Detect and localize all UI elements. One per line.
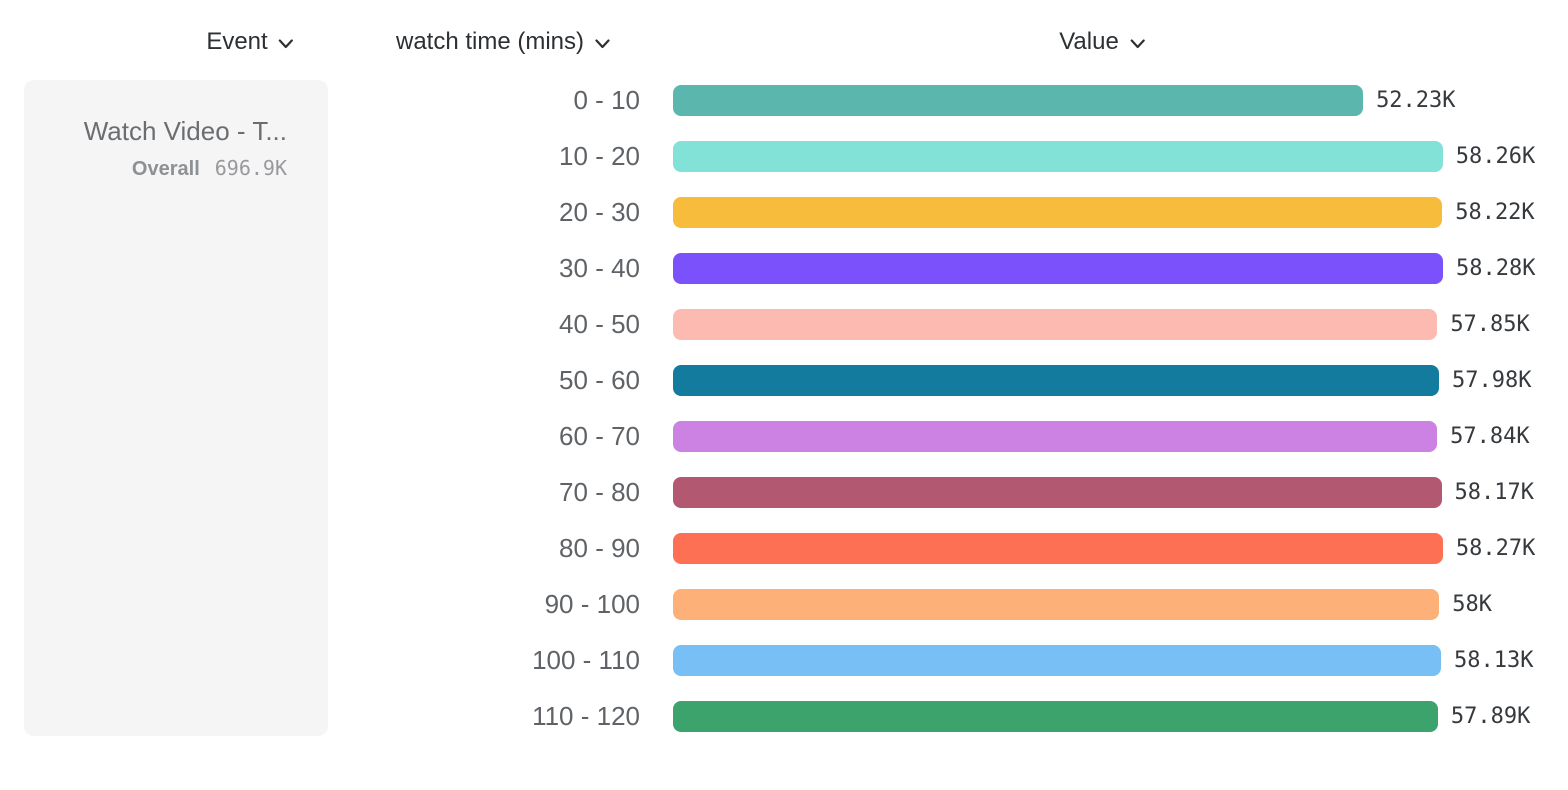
breakdown-column-label: watch time (mins) — [395, 28, 585, 55]
event-name: Watch Video - T... — [83, 116, 287, 146]
value-bar[interactable] — [673, 140, 1443, 172]
bucket-label: 80 - 90 — [559, 532, 640, 563]
bar-area: 58.26K — [673, 140, 1535, 172]
bar-row: 80 - 90 58.27K — [0, 520, 1568, 576]
chevron-down-icon — [595, 36, 610, 49]
value-label: 57.84K — [1450, 423, 1530, 449]
bucket-label: 30 - 40 — [559, 252, 640, 283]
bar-rows: 0 - 10 52.23K 10 - 20 58.26K 20 - 30 58.… — [0, 72, 1568, 744]
value-bar[interactable] — [673, 196, 1443, 228]
value-bar[interactable] — [673, 700, 1438, 732]
value-label: 58.22K — [1455, 199, 1535, 225]
value-label: 58K — [1452, 591, 1493, 617]
bucket-label: 0 - 10 — [573, 84, 641, 115]
value-column-header[interactable]: Value — [1059, 28, 1145, 56]
chevron-down-icon — [1130, 36, 1145, 49]
bucket-label: 20 - 30 — [559, 196, 640, 227]
bar-area: 58.28K — [673, 252, 1535, 284]
value-label: 58.27K — [1455, 535, 1536, 561]
bar-row: 100 - 110 58.13K — [0, 632, 1568, 688]
event-column-header[interactable]: Event — [206, 28, 294, 56]
value-column-label: Value — [1059, 28, 1119, 55]
overall-value: 696.9K — [214, 156, 287, 180]
value-label: 57.98K — [1452, 367, 1532, 393]
value-bar[interactable] — [673, 644, 1442, 676]
bucket-label: 50 - 60 — [559, 364, 640, 395]
value-label: 58.13K — [1454, 647, 1534, 673]
bucket-label: 70 - 80 — [559, 476, 640, 507]
value-bar[interactable] — [673, 84, 1364, 116]
bar-row: 30 - 40 58.28K — [0, 240, 1568, 296]
value-bar[interactable] — [673, 420, 1438, 452]
overall-row: Overall 696.9K — [24, 156, 328, 181]
value-label: 58.17K — [1454, 479, 1535, 505]
bar-area: 57.84K — [673, 420, 1530, 452]
bar-row: 60 - 70 57.84K — [0, 408, 1568, 464]
bar-area: 58.22K — [673, 196, 1535, 228]
bar-area: 52.23K — [673, 84, 1456, 116]
chevron-down-icon — [279, 36, 294, 49]
bar-area: 58.17K — [673, 476, 1534, 508]
bucket-label: 40 - 50 — [559, 308, 640, 339]
bar-row: 50 - 60 57.98K — [0, 352, 1568, 408]
bucket-label: 100 - 110 — [532, 644, 640, 675]
bucket-label: 110 - 120 — [532, 700, 640, 731]
bar-area: 57.89K — [673, 700, 1530, 732]
value-bar[interactable] — [673, 532, 1443, 564]
value-bar[interactable] — [673, 252, 1443, 284]
value-label: 58.26K — [1455, 143, 1536, 169]
bar-row: 90 - 100 58K — [0, 576, 1568, 632]
bar-row: 70 - 80 58.17K — [0, 464, 1568, 520]
bar-area: 58K — [673, 588, 1492, 620]
breakdown-column-header[interactable]: watch time (mins) — [396, 28, 610, 56]
bar-area: 58.13K — [673, 644, 1534, 676]
value-label: 52.23K — [1376, 87, 1456, 113]
value-label: 57.85K — [1450, 311, 1530, 337]
bucket-label: 60 - 70 — [559, 420, 640, 451]
value-bar[interactable] — [673, 364, 1440, 396]
bar-row: 10 - 20 58.26K — [0, 128, 1568, 184]
value-label: 57.89K — [1450, 703, 1531, 729]
bar-area: 58.27K — [673, 532, 1535, 564]
value-bar[interactable] — [673, 476, 1442, 508]
bucket-label: 90 - 100 — [544, 588, 640, 619]
bar-area: 57.98K — [673, 364, 1532, 396]
bar-row: 40 - 50 57.85K — [0, 296, 1568, 352]
event-column-label: Event — [206, 28, 268, 55]
bar-area: 57.85K — [673, 308, 1530, 340]
bar-row: 110 - 120 57.89K — [0, 688, 1568, 744]
overall-label: Overall — [131, 158, 200, 180]
value-bar[interactable] — [673, 588, 1440, 620]
value-bar[interactable] — [673, 308, 1438, 340]
bar-row: 0 - 10 52.23K — [0, 72, 1568, 128]
value-label: 58.28K — [1456, 255, 1536, 281]
event-card: Watch Video - T... Overall 696.9K — [24, 80, 328, 736]
bucket-label: 10 - 20 — [559, 140, 640, 171]
bar-row: 20 - 30 58.22K — [0, 184, 1568, 240]
